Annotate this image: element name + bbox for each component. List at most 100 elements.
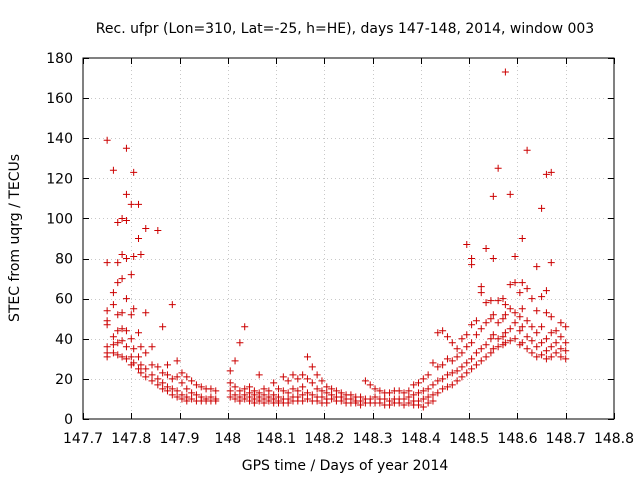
- data-point: [135, 200, 143, 208]
- data-point: [562, 347, 570, 355]
- data-point: [361, 377, 369, 385]
- data-point: [516, 289, 524, 297]
- data-point: [419, 387, 427, 395]
- data-point: [542, 170, 550, 178]
- data-point: [487, 315, 495, 323]
- data-point: [482, 299, 490, 307]
- data-point: [533, 329, 541, 337]
- data-point: [337, 397, 345, 405]
- data-point: [511, 319, 519, 327]
- data-point: [448, 339, 456, 347]
- data-point: [489, 311, 497, 319]
- data-point: [122, 327, 130, 335]
- data-point: [552, 327, 560, 335]
- data-point: [118, 309, 126, 317]
- data-point: [212, 397, 220, 405]
- data-point: [511, 309, 519, 317]
- data-point: [284, 399, 292, 407]
- data-point: [501, 301, 509, 309]
- data-point: [118, 214, 126, 222]
- data-point: [137, 361, 145, 369]
- data-point: [547, 259, 555, 267]
- data-point: [429, 397, 437, 405]
- data-point: [448, 381, 456, 389]
- data-point: [122, 295, 130, 303]
- data-point: [547, 329, 555, 337]
- data-point: [542, 355, 550, 363]
- data-point: [516, 327, 524, 335]
- data-point: [135, 235, 143, 242]
- data-point: [299, 371, 307, 379]
- data-point: [528, 349, 536, 357]
- data-point: [371, 385, 379, 393]
- data-point: [270, 379, 278, 387]
- data-point: [547, 168, 555, 176]
- data-point: [250, 399, 258, 407]
- data-point: [557, 345, 565, 353]
- x-tick-label: 147.8: [111, 431, 151, 447]
- data-point: [260, 385, 268, 393]
- data-point: [400, 401, 408, 409]
- data-point: [294, 375, 302, 383]
- plot-frame: [82, 57, 615, 420]
- data-point: [489, 331, 497, 339]
- data-point: [448, 357, 456, 365]
- data-point: [424, 399, 432, 407]
- data-point: [299, 397, 307, 405]
- data-point: [308, 391, 316, 399]
- data-point: [323, 383, 331, 391]
- data-point: [241, 385, 249, 393]
- data-point: [477, 289, 485, 297]
- data-point: [468, 355, 476, 363]
- data-point: [178, 379, 186, 387]
- data-point: [443, 355, 451, 363]
- data-point: [538, 351, 546, 359]
- data-point: [188, 377, 196, 385]
- chart-title: Rec. ufpr (Lon=310, Lat=-25, h=HE), days…: [96, 21, 594, 37]
- data-point: [118, 275, 126, 283]
- data-point: [414, 389, 422, 397]
- y-axis: 0 20 40 60 80 100 120 140 160 180: [46, 51, 614, 428]
- data-point: [552, 349, 560, 357]
- data-point: [183, 385, 191, 393]
- data-point: [494, 297, 502, 305]
- data-point: [118, 353, 126, 361]
- data-point: [173, 393, 181, 401]
- data-point: [547, 353, 555, 361]
- data-point: [260, 399, 268, 407]
- data-point: [429, 381, 437, 389]
- data-point: [489, 345, 497, 353]
- data-point: [419, 403, 427, 411]
- data-point: [557, 333, 565, 341]
- data-point: [135, 353, 143, 361]
- data-point: [381, 395, 389, 403]
- x-tick-label: 148.8: [594, 431, 634, 447]
- data-point: [482, 353, 490, 361]
- data-point: [109, 301, 117, 309]
- data-point: [313, 397, 321, 405]
- data-point: [410, 391, 418, 399]
- data-point: [103, 307, 111, 315]
- data-point: [518, 339, 526, 347]
- data-point: [439, 385, 447, 393]
- data-point: [352, 399, 360, 407]
- data-point: [188, 395, 196, 403]
- data-point: [142, 309, 150, 317]
- data-point: [109, 166, 117, 174]
- y-tick-label: 20: [55, 372, 73, 388]
- data-point: [376, 387, 384, 395]
- data-point: [487, 335, 495, 343]
- data-point: [528, 337, 536, 345]
- data-point: [472, 361, 480, 369]
- data-point: [458, 349, 466, 357]
- data-point: [168, 375, 176, 383]
- data-point: [122, 355, 130, 363]
- data-point: [192, 391, 200, 399]
- data-point: [434, 389, 442, 397]
- data-point: [127, 353, 135, 361]
- data-point: [523, 146, 531, 154]
- data-point: [212, 387, 220, 395]
- data-point: [523, 345, 531, 353]
- x-axis-label: GPS time / Days of year 2014: [242, 458, 449, 474]
